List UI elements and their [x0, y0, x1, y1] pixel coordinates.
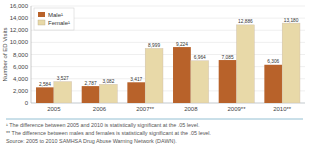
separator	[6, 119, 303, 120]
y-tick-label: 0	[25, 100, 29, 106]
legend-label: Male¹	[48, 12, 63, 18]
data-label: 13,180	[284, 18, 299, 23]
bars	[36, 23, 300, 103]
data-label: 8,999	[148, 43, 160, 48]
x-tick-label: 2008	[184, 106, 198, 112]
data-label: 3,082	[102, 79, 114, 84]
y-tick-label: 16,000	[10, 3, 29, 9]
grid-line	[31, 66, 305, 67]
bar	[145, 48, 163, 103]
data-label: 9,224	[176, 42, 188, 47]
x-tick-label: 2007**	[136, 106, 155, 112]
data-label: 2,584	[39, 82, 51, 87]
grid-line	[31, 6, 305, 7]
y-tick-label: 2,000	[13, 88, 29, 94]
legend: Male¹ Female¹	[34, 8, 74, 30]
value-labels: 2,584 2,787 3,417 9,224 7,085 6,306 3,527 3,082…	[39, 18, 299, 87]
axes: 0 2,000 4,000 6,000 8,000 10,000 12,000 14,000 1…	[10, 3, 305, 112]
x-tick-label: 2006	[93, 106, 107, 112]
x-tick-label: 2010**	[273, 106, 292, 112]
bar	[191, 61, 209, 103]
data-label: 3,527	[57, 76, 69, 81]
bar	[282, 23, 300, 103]
legend-swatch	[38, 12, 45, 17]
bar	[237, 25, 255, 103]
bar	[219, 60, 237, 103]
grid-line	[31, 78, 305, 79]
bar	[100, 84, 118, 103]
data-label: 7,085	[222, 55, 234, 60]
data-label: 6,306	[267, 59, 279, 64]
bar	[127, 82, 145, 103]
x-axis-line	[31, 103, 305, 104]
data-label: 3,417	[130, 77, 142, 82]
grid	[31, 6, 305, 103]
footnote: ¹ The difference between 2005 and 2010 i…	[6, 122, 199, 128]
grid-line	[31, 54, 305, 55]
y-tick-label: 8,000	[13, 52, 29, 58]
data-label: 6,964	[194, 55, 206, 60]
x-tick-label: 2009**	[227, 106, 246, 112]
legend-swatch	[38, 20, 45, 25]
grid-line	[31, 90, 305, 91]
data-label: 12,886	[238, 19, 253, 24]
y-tick-label: 12,000	[10, 27, 29, 33]
y-axis-label: Number of ED Visits	[2, 28, 8, 82]
y-axis-line	[31, 6, 32, 103]
grid-line	[31, 42, 305, 43]
bar	[173, 47, 191, 103]
bar	[264, 65, 282, 103]
chart: 0 2,000 4,000 6,000 8,000 10,000 12,000 14,000 1…	[0, 0, 309, 163]
x-tick-label: 2005	[47, 106, 61, 112]
y-tick-label: 4,000	[13, 76, 29, 82]
grid-line	[31, 103, 305, 104]
legend-label: Female¹	[48, 20, 70, 26]
footnote: ** The difference between males and fema…	[6, 130, 211, 136]
y-tick-label: 6,000	[13, 64, 29, 70]
bar	[36, 87, 54, 103]
bar	[54, 82, 72, 103]
footnote: Source: 2005 to 2010 SAMHSA Drug Abuse W…	[6, 138, 177, 144]
legend-frame	[34, 8, 74, 30]
y-tick-label: 10,000	[10, 39, 29, 45]
bar	[82, 86, 100, 103]
data-label: 2,787	[85, 81, 97, 86]
y-tick-label: 14,000	[10, 15, 29, 21]
